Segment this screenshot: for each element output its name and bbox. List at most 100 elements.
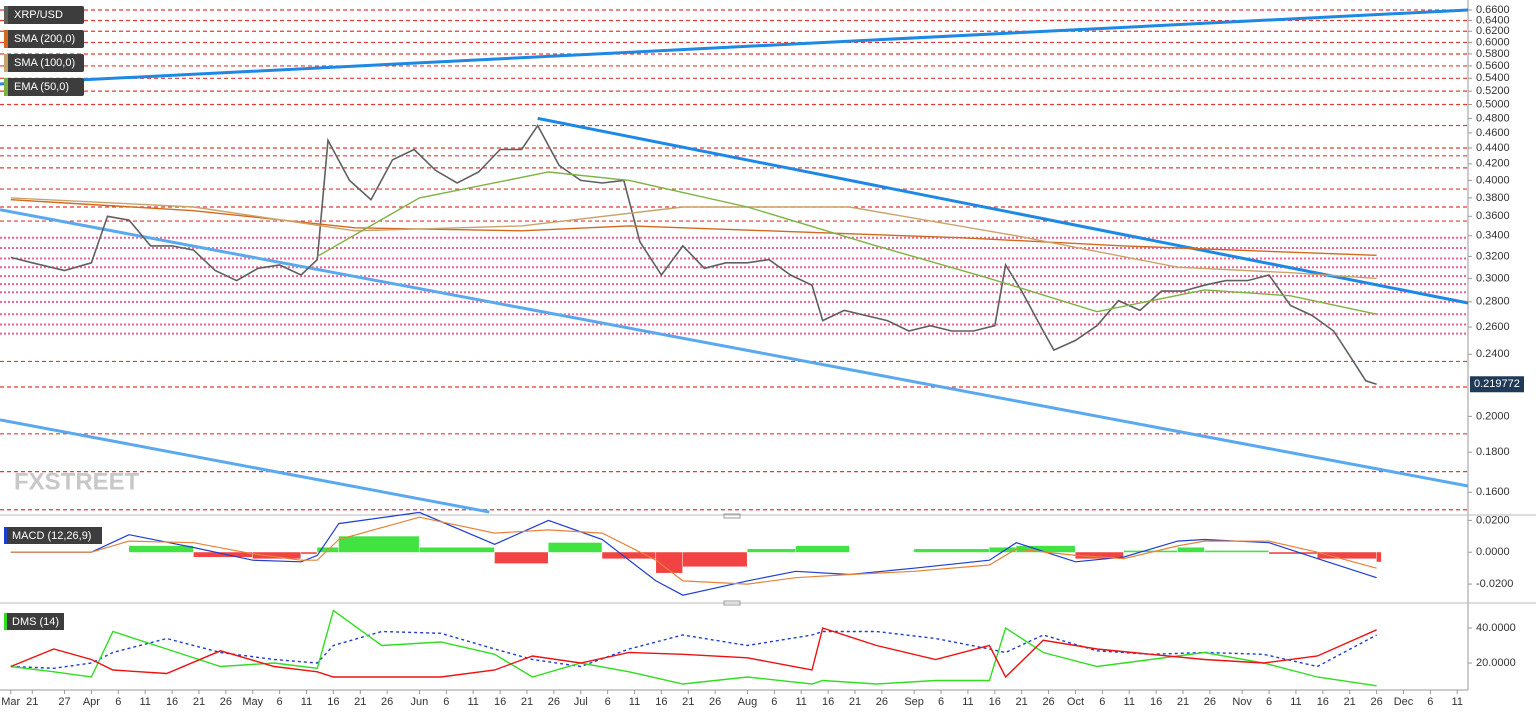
x-tick-label: 11 bbox=[1290, 696, 1301, 708]
series-line bbox=[10, 627, 1377, 679]
legend-label: EMA (50,0) bbox=[14, 81, 69, 93]
histogram-bar bbox=[1204, 550, 1269, 553]
legend-label: SMA (100,0) bbox=[14, 57, 75, 69]
x-tick-label: Oct bbox=[1067, 696, 1084, 708]
legend-item[interactable] bbox=[4, 78, 84, 96]
y-tick-label: 0.4600 bbox=[1476, 127, 1510, 139]
y-tick-label: 0.0200 bbox=[1476, 514, 1510, 526]
x-tick-label: 16 bbox=[1317, 696, 1329, 708]
x-tick-label: Dec bbox=[1394, 696, 1414, 708]
legend-item[interactable] bbox=[4, 54, 84, 72]
x-tick-label: 16 bbox=[494, 696, 506, 708]
indicator-label-box bbox=[4, 527, 102, 544]
histogram-bar bbox=[682, 552, 747, 567]
x-tick-label: 11 bbox=[1124, 696, 1135, 708]
x-tick-label: 6 bbox=[1266, 696, 1272, 708]
x-tick-label: 6 bbox=[605, 696, 611, 708]
y-tick-label: 0.4200 bbox=[1476, 158, 1510, 170]
y-tick-label: 0.5600 bbox=[1476, 60, 1510, 72]
histogram-bar bbox=[338, 536, 419, 553]
x-tick-label: 26 bbox=[876, 696, 888, 708]
x-tick-label: 16 bbox=[989, 696, 1001, 708]
x-tick-label: 27 bbox=[58, 696, 70, 708]
x-tick-label: Aug bbox=[738, 696, 758, 708]
y-tick-label: 0.3800 bbox=[1476, 192, 1510, 204]
y-tick-label: 0.2000 bbox=[1476, 410, 1510, 422]
macd-line bbox=[10, 511, 1377, 596]
x-tick-label: 6 bbox=[1427, 696, 1433, 708]
histogram-bar bbox=[656, 552, 683, 573]
x-tick-label: 11 bbox=[467, 696, 478, 708]
legend-swatch bbox=[4, 78, 8, 96]
y-tick-label: 0.3400 bbox=[1476, 230, 1510, 242]
y-tick-label: 0.6600 bbox=[1476, 4, 1510, 16]
histogram-bar bbox=[1016, 545, 1075, 553]
y-tick-label: 0.6200 bbox=[1476, 25, 1510, 37]
resize-handle[interactable] bbox=[723, 600, 741, 606]
y-tick-label: 0.5800 bbox=[1476, 48, 1510, 60]
trend-line bbox=[0, 418, 490, 514]
x-tick-label: 16 bbox=[327, 696, 339, 708]
x-tick-label: 16 bbox=[822, 696, 834, 708]
y-tick-label: 0.4400 bbox=[1476, 142, 1510, 154]
last-price-box bbox=[1470, 376, 1524, 393]
series-line bbox=[10, 630, 1377, 670]
x-tick-label: 26 bbox=[709, 696, 721, 708]
y-tick-label: 0.3600 bbox=[1476, 210, 1510, 222]
y-tick-label: 0.6000 bbox=[1476, 36, 1510, 48]
x-tick-label: 21 bbox=[682, 696, 694, 708]
x-tick-label: 26 bbox=[381, 696, 393, 708]
indicator-label: DMS (14) bbox=[12, 616, 59, 628]
histogram-bar bbox=[1075, 552, 1124, 559]
legend-swatch bbox=[4, 54, 8, 72]
y-tick-label: 0.5000 bbox=[1476, 98, 1510, 110]
resize-handle[interactable] bbox=[723, 513, 741, 519]
series-line bbox=[316, 171, 1377, 315]
x-tick-label: 21 bbox=[849, 696, 861, 708]
series-line bbox=[10, 124, 1377, 386]
series-line bbox=[10, 197, 1377, 280]
x-tick-label: 11 bbox=[629, 696, 640, 708]
x-tick-label: 21 bbox=[26, 696, 38, 708]
legend: XRP/USD SMA (200,0) SMA (100,0) EMA (50,0) bbox=[4, 6, 84, 96]
x-tick-label: 21 bbox=[354, 696, 366, 708]
y-tick-label: 0.1800 bbox=[1476, 446, 1510, 458]
histogram-bar bbox=[1177, 547, 1205, 553]
y-tick-label: -0.0200 bbox=[1476, 578, 1513, 590]
x-tick-label: 21 bbox=[521, 696, 533, 708]
legend-swatch bbox=[4, 30, 8, 48]
x-tick-label: 11 bbox=[796, 696, 807, 708]
x-tick-label: Apr bbox=[83, 696, 100, 708]
x-tick-label: 26 bbox=[1370, 696, 1382, 708]
y-tick-label: 0.3200 bbox=[1476, 250, 1510, 262]
y-tick-label: 0.2800 bbox=[1476, 296, 1510, 308]
y-tick-label: 0.6400 bbox=[1476, 14, 1510, 26]
y-tick-label: 0.5400 bbox=[1476, 72, 1510, 84]
indicator-swatch bbox=[4, 613, 7, 630]
x-tick-label: 21 bbox=[1016, 696, 1028, 708]
y-tick-label: 40.0000 bbox=[1476, 622, 1516, 634]
y-tick-label: 0.1600 bbox=[1476, 486, 1510, 498]
x-tick-label: 26 bbox=[1042, 696, 1054, 708]
y-tick-label: 0.3000 bbox=[1476, 272, 1510, 284]
x-tick-label: Jul bbox=[574, 696, 588, 708]
legend-item[interactable] bbox=[4, 30, 84, 48]
x-tick-label: 6 bbox=[443, 696, 449, 708]
histogram-bar bbox=[1317, 552, 1377, 559]
y-tick-label: 0.2400 bbox=[1476, 348, 1510, 360]
y-tick-label: 0.4800 bbox=[1476, 112, 1510, 124]
x-tick-label: 26 bbox=[548, 696, 560, 708]
legend-item[interactable] bbox=[4, 6, 84, 24]
x-tick-label: 16 bbox=[655, 696, 667, 708]
y-tick-label: 20.0000 bbox=[1476, 657, 1516, 669]
x-tick-label: 16 bbox=[1150, 696, 1162, 708]
trend-line bbox=[0, 8, 1469, 86]
legend-label: SMA (200,0) bbox=[14, 33, 75, 45]
x-tick-label: 26 bbox=[1204, 696, 1216, 708]
y-tick-label: 0.5200 bbox=[1476, 85, 1510, 97]
indicator-label: MACD (12,26,9) bbox=[12, 530, 91, 542]
trend-line bbox=[0, 208, 1469, 488]
histogram-bar bbox=[914, 549, 989, 553]
x-tick-label: 21 bbox=[1344, 696, 1356, 708]
